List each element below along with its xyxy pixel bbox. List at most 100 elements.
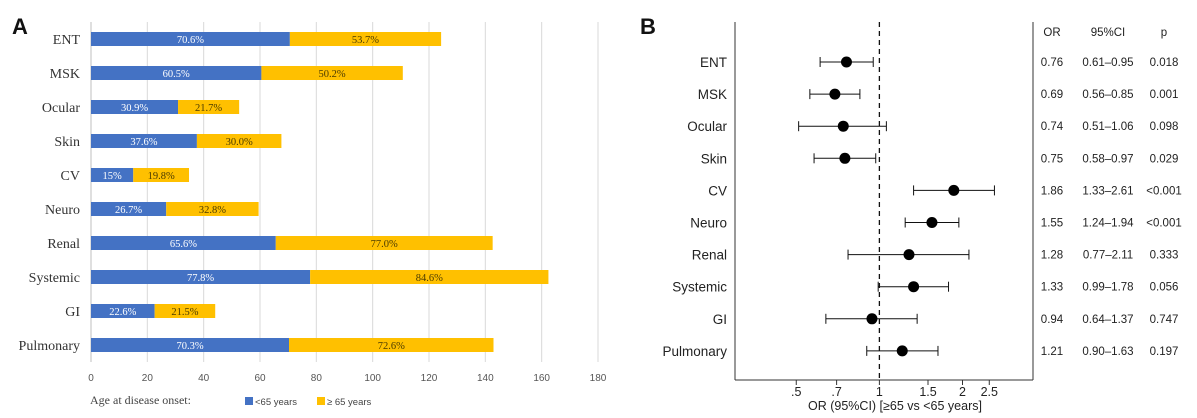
table-cell-95ci: 0.58–0.97 <box>1082 153 1133 165</box>
bar-data-label: 70.3% <box>176 341 203 352</box>
bar-segment-under65 <box>91 168 134 182</box>
legend-swatch-under65 <box>245 397 253 405</box>
or-point <box>840 56 852 68</box>
bar-segment-over65 <box>310 270 549 284</box>
or-point <box>866 313 878 325</box>
legend-swatch-over65 <box>317 397 325 405</box>
or-point <box>896 345 908 357</box>
x-tick-label: 180 <box>590 373 607 384</box>
x-tick-label: 60 <box>254 373 266 384</box>
table-cell-95ci: 0.56–0.85 <box>1082 89 1133 101</box>
x-tick-label: 1.5 <box>919 385 936 399</box>
table-cell-p: 0.001 <box>1150 89 1179 101</box>
x-tick-label: 80 <box>311 373 323 384</box>
table-cell-p: 0.098 <box>1150 121 1179 133</box>
category-label: GI <box>65 305 80 320</box>
legend-title: Age at disease onset: <box>90 393 191 407</box>
legend-label-over65: ≥ 65 years <box>327 397 372 408</box>
category-label: Renal <box>692 248 727 263</box>
bar-segment-over65 <box>275 236 493 250</box>
x-tick-label: 100 <box>364 373 381 384</box>
panel-a-letter: A <box>12 14 28 39</box>
x-tick-label: 40 <box>198 373 210 384</box>
x-tick-label: 2.5 <box>981 385 998 399</box>
category-label: Skin <box>54 135 80 150</box>
category-label: Ocular <box>687 119 727 134</box>
bar-data-label: 32.8% <box>199 205 226 216</box>
table-cell-or: 0.69 <box>1041 89 1063 101</box>
x-tick-label: 140 <box>477 373 494 384</box>
or-point <box>839 152 851 164</box>
category-label: Renal <box>47 237 80 252</box>
bar-data-label: 77.8% <box>187 273 214 284</box>
bar-data-label: 65.6% <box>170 239 197 250</box>
table-cell-95ci: 0.99–1.78 <box>1082 282 1133 294</box>
table-cell-p: <0.001 <box>1146 185 1182 197</box>
x-tick-label: 1 <box>876 385 883 399</box>
bar-data-label: 26.7% <box>115 205 142 216</box>
or-point <box>908 281 920 293</box>
bar-segment-under65 <box>91 236 276 250</box>
table-cell-or: 1.21 <box>1041 346 1063 358</box>
bar-data-label: 72.6% <box>378 341 405 352</box>
table-header-2: p <box>1161 27 1167 39</box>
x-tick-label: 2 <box>959 385 966 399</box>
table-cell-or: 0.94 <box>1041 314 1064 326</box>
table-cell-or: 1.86 <box>1041 185 1063 197</box>
table-cell-p: 0.018 <box>1150 57 1179 69</box>
bar-segment-over65 <box>154 304 216 318</box>
x-tick-label: .5 <box>791 385 801 399</box>
bar-segment-under65 <box>91 270 311 284</box>
bar-segment-over65 <box>196 134 282 148</box>
bar-data-label: 77.0% <box>371 239 398 250</box>
table-header-0: OR <box>1043 27 1060 39</box>
bar-segment-under65 <box>91 134 197 148</box>
table-cell-or: 1.33 <box>1041 282 1063 294</box>
table-cell-p: <0.001 <box>1146 218 1182 230</box>
legend-label-under65: <65 years <box>255 397 297 408</box>
bar-segment-over65 <box>289 338 494 352</box>
table-cell-or: 1.28 <box>1041 250 1063 262</box>
category-label: Pulmonary <box>662 344 727 359</box>
x-tick-label: 120 <box>421 373 438 384</box>
or-point <box>948 184 960 196</box>
panel-b-forest-plot: .5 .7 1 1.5 2 2.5OR (95%CI) [≥65 vs <65 years… <box>662 22 1182 413</box>
or-point <box>903 249 915 261</box>
bar-segment-under65 <box>91 32 290 46</box>
category-label: Systemic <box>672 280 727 295</box>
category-label: Neuro <box>45 203 80 218</box>
x-tick-label: 160 <box>533 373 550 384</box>
bar-data-label: 22.6% <box>109 307 136 318</box>
bar-data-label: 30.9% <box>121 103 148 114</box>
or-point <box>829 88 841 100</box>
x-tick-label: 20 <box>142 373 154 384</box>
or-point <box>837 120 849 132</box>
table-cell-95ci: 0.90–1.63 <box>1082 346 1133 358</box>
bar-data-label: 84.6% <box>416 273 443 284</box>
bar-data-label: 19.8% <box>148 171 175 182</box>
bar-data-label: 15% <box>103 171 123 182</box>
category-label: ENT <box>700 55 727 70</box>
bar-segment-under65 <box>91 304 155 318</box>
table-cell-p: 0.056 <box>1150 282 1179 294</box>
bar-segment-over65 <box>289 32 442 46</box>
category-label: MSK <box>50 67 80 82</box>
bar-data-label: 21.7% <box>195 103 222 114</box>
or-point <box>926 217 938 228</box>
category-label: Pulmonary <box>19 339 80 354</box>
category-label: Systemic <box>29 271 80 286</box>
bar-data-label: 53.7% <box>352 35 379 46</box>
bar-data-label: 70.6% <box>177 35 204 46</box>
category-label: CV <box>708 183 727 198</box>
table-cell-95ci: 0.64–1.37 <box>1082 314 1133 326</box>
bar-segment-over65 <box>133 168 190 182</box>
bar-segment-under65 <box>91 202 167 216</box>
bar-data-label: 60.5% <box>163 69 190 80</box>
table-cell-p: 0.029 <box>1150 153 1179 165</box>
table-cell-or: 1.55 <box>1041 218 1063 230</box>
bar-data-label: 37.6% <box>130 137 157 148</box>
category-label: CV <box>61 169 80 184</box>
table-cell-95ci: 1.33–2.61 <box>1082 185 1133 197</box>
panel-a-bar-chart: 0 20 40 60 80 100 120 140 160 180 ENT 70.6% 53.7% MSK… <box>19 22 607 408</box>
